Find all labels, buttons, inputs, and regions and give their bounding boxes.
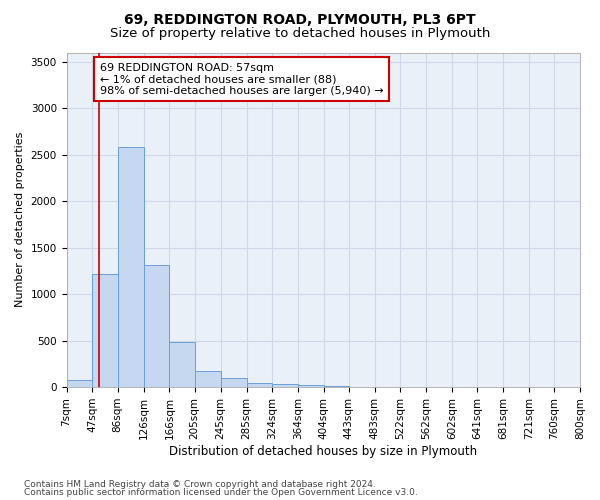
- Bar: [298, 386, 323, 387]
- Y-axis label: Number of detached properties: Number of detached properties: [15, 132, 25, 308]
- Bar: [247, 383, 272, 387]
- Text: Size of property relative to detached houses in Plymouth: Size of property relative to detached ho…: [110, 28, 490, 40]
- X-axis label: Distribution of detached houses by size in Plymouth: Distribution of detached houses by size …: [169, 444, 478, 458]
- Bar: [272, 384, 298, 387]
- Bar: [118, 148, 143, 387]
- Text: Contains HM Land Registry data © Crown copyright and database right 2024.: Contains HM Land Registry data © Crown c…: [24, 480, 376, 489]
- Text: Contains public sector information licensed under the Open Government Licence v3: Contains public sector information licen…: [24, 488, 418, 497]
- Bar: [67, 380, 92, 387]
- Bar: [92, 274, 118, 387]
- Text: 69, REDDINGTON ROAD, PLYMOUTH, PL3 6PT: 69, REDDINGTON ROAD, PLYMOUTH, PL3 6PT: [124, 12, 476, 26]
- Text: 69 REDDINGTON ROAD: 57sqm
← 1% of detached houses are smaller (88)
98% of semi-d: 69 REDDINGTON ROAD: 57sqm ← 1% of detach…: [100, 62, 383, 96]
- Bar: [323, 386, 349, 387]
- Bar: [143, 266, 169, 387]
- Bar: [195, 371, 221, 387]
- Bar: [221, 378, 247, 387]
- Bar: [169, 342, 195, 387]
